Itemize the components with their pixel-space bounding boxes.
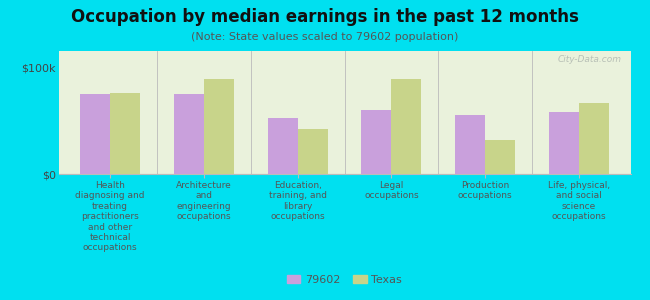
Text: City-Data.com: City-Data.com (558, 55, 622, 64)
Bar (455, 115, 485, 174)
Bar (298, 129, 328, 174)
Bar (268, 118, 298, 174)
Text: Occupation by median earnings in the past 12 months: Occupation by median earnings in the pas… (71, 8, 579, 26)
Bar (391, 79, 421, 174)
Bar (204, 79, 234, 174)
Legend: 79602, Texas: 79602, Texas (283, 270, 406, 289)
Bar (110, 93, 140, 174)
Text: (Note: State values scaled to 79602 population): (Note: State values scaled to 79602 popu… (191, 32, 459, 41)
Bar (361, 110, 391, 174)
Bar (80, 94, 110, 174)
Bar (579, 103, 609, 174)
Bar (549, 112, 579, 174)
Bar (485, 140, 515, 174)
Bar (174, 94, 204, 174)
